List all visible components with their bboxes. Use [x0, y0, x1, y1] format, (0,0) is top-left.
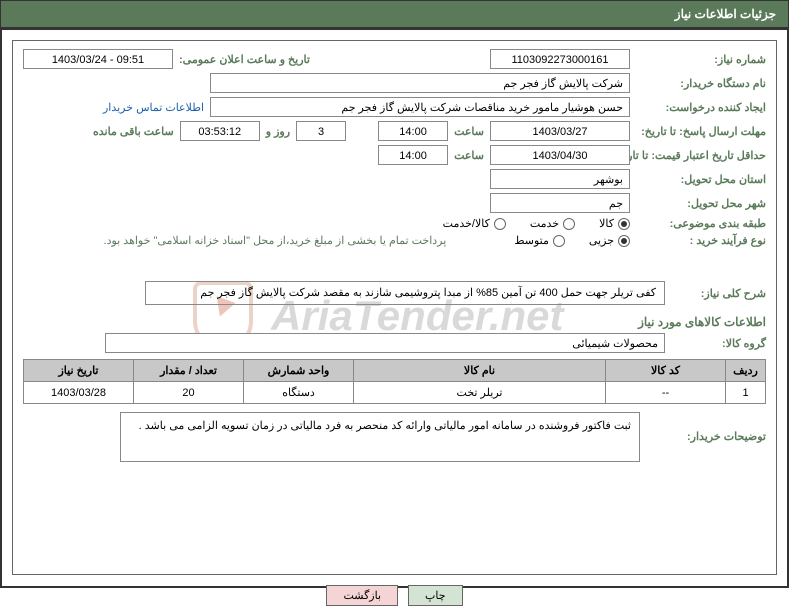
- announce-value: 1403/03/24 - 09:51: [23, 49, 173, 69]
- province-label: استان محل تحویل:: [636, 173, 766, 186]
- cell-unit: دستگاه: [244, 382, 354, 404]
- validity-date: 1403/04/30: [490, 145, 630, 165]
- need-number-value: 1103092273000161: [490, 49, 630, 69]
- radio-partial[interactable]: جزیی: [589, 234, 630, 247]
- payment-note: پرداخت تمام یا بخشی از مبلغ خرید،از محل …: [104, 234, 447, 247]
- process-radio-group: جزیی متوسط پرداخت تمام یا بخشی از مبلغ خ…: [104, 234, 630, 247]
- print-button[interactable]: چاپ: [408, 585, 463, 606]
- province-value: بوشهر: [490, 169, 630, 189]
- radio-dot-icon: [494, 218, 506, 230]
- radio-dot-icon: [618, 235, 630, 247]
- remaining-label: ساعت باقی مانده: [93, 125, 174, 138]
- buyer-contact-link[interactable]: اطلاعات تماس خریدار: [103, 101, 204, 114]
- days-remaining: 3: [296, 121, 346, 141]
- th-unit: واحد شمارش: [244, 360, 354, 382]
- radio-partial-label: جزیی: [589, 234, 614, 247]
- radio-dot-icon: [563, 218, 575, 230]
- process-label: نوع فرآیند خرید :: [636, 234, 766, 247]
- goods-section-title: اطلاعات کالاهای مورد نیاز: [23, 315, 766, 329]
- table-header-row: ردیف کد کالا نام کالا واحد شمارش تعداد /…: [24, 360, 766, 382]
- time-label-2: ساعت: [454, 149, 484, 162]
- city-value: جم: [490, 193, 630, 213]
- goods-group-label: گروه کالا:: [671, 337, 766, 350]
- buyer-org-value: شرکت پالایش گاز فجر جم: [210, 73, 630, 93]
- summary-label: شرح کلی نیاز:: [671, 287, 766, 300]
- requester-value: حسن هوشیار مامور خرید مناقصات شرکت پالای…: [210, 97, 630, 117]
- main-frame: AriaTender.net شماره نیاز: 1103092273000…: [0, 28, 789, 588]
- category-label: طبقه بندی موضوعی:: [636, 217, 766, 230]
- cell-date: 1403/03/28: [24, 382, 134, 404]
- days-and-label: روز و: [266, 125, 290, 138]
- radio-service[interactable]: خدمت: [530, 217, 575, 230]
- cell-row: 1: [726, 382, 766, 404]
- th-qty: تعداد / مقدار: [134, 360, 244, 382]
- validity-time: 14:00: [378, 145, 448, 165]
- cell-code: --: [606, 382, 726, 404]
- radio-both[interactable]: کالا/خدمت: [443, 217, 506, 230]
- buyer-notes-label: توضیحات خریدار:: [646, 412, 766, 443]
- th-name: نام کالا: [354, 360, 606, 382]
- radio-medium[interactable]: متوسط: [514, 234, 565, 247]
- city-label: شهر محل تحویل:: [636, 197, 766, 210]
- form-panel: AriaTender.net شماره نیاز: 1103092273000…: [12, 40, 777, 575]
- back-button[interactable]: بازگشت: [326, 585, 398, 606]
- th-code: کد کالا: [606, 360, 726, 382]
- th-date: تاریخ نیاز: [24, 360, 134, 382]
- radio-goods[interactable]: کالا: [599, 217, 630, 230]
- deadline-label: مهلت ارسال پاسخ: تا تاریخ:: [636, 125, 766, 138]
- buyer-org-label: نام دستگاه خریدار:: [636, 77, 766, 90]
- radio-dot-icon: [553, 235, 565, 247]
- page-title: جزئیات اطلاعات نیاز: [675, 7, 776, 21]
- time-label-1: ساعت: [454, 125, 484, 138]
- table-row: 1 -- تریلر تخت دستگاه 20 1403/03/28: [24, 382, 766, 404]
- requester-label: ایجاد کننده درخواست:: [636, 101, 766, 114]
- validity-label: حداقل تاریخ اعتبار قیمت: تا تاریخ:: [636, 149, 766, 162]
- footer-buttons: چاپ بازگشت: [2, 585, 787, 606]
- need-number-label: شماره نیاز:: [636, 53, 766, 66]
- page-header: جزئیات اطلاعات نیاز: [0, 0, 789, 28]
- countdown-timer: 03:53:12: [180, 121, 260, 141]
- radio-both-label: کالا/خدمت: [443, 217, 490, 230]
- radio-medium-label: متوسط: [514, 234, 549, 247]
- category-radio-group: کالا خدمت کالا/خدمت: [443, 217, 630, 230]
- goods-group-value: محصولات شیمیائی: [105, 333, 665, 353]
- buyer-notes-value: ثبت فاکتور فروشنده در سامانه امور مالیات…: [120, 412, 640, 462]
- radio-service-label: خدمت: [530, 217, 559, 230]
- goods-table: ردیف کد کالا نام کالا واحد شمارش تعداد /…: [23, 359, 766, 404]
- deadline-time: 14:00: [378, 121, 448, 141]
- th-row: ردیف: [726, 360, 766, 382]
- cell-name: تریلر تخت: [354, 382, 606, 404]
- radio-dot-icon: [618, 218, 630, 230]
- summary-value: کفی تریلر جهت حمل 400 تن آمین 85% از مبد…: [145, 281, 665, 305]
- cell-qty: 20: [134, 382, 244, 404]
- deadline-date: 1403/03/27: [490, 121, 630, 141]
- announce-label: تاریخ و ساعت اعلان عمومی:: [179, 53, 310, 66]
- radio-goods-label: کالا: [599, 217, 614, 230]
